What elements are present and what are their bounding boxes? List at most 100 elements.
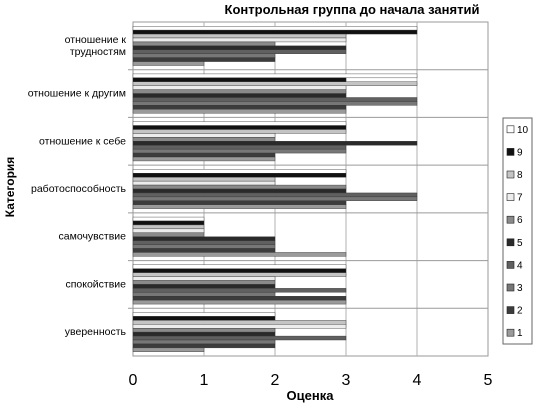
legend-swatch (506, 170, 515, 179)
bar (132, 29, 418, 35)
bar (132, 292, 276, 297)
category-label: отношение к себе (39, 135, 126, 147)
bar (132, 53, 276, 58)
legend-label: 9 (517, 147, 523, 158)
bar (132, 169, 347, 174)
legend-swatch (506, 261, 515, 269)
bar (132, 312, 276, 317)
bar (132, 37, 347, 43)
bar (132, 331, 276, 337)
legend-label: 6 (517, 215, 523, 226)
bar (132, 192, 418, 198)
bar (132, 49, 347, 54)
bar (132, 299, 347, 305)
bar (132, 33, 347, 39)
bar (132, 228, 205, 233)
bar (132, 264, 347, 269)
legend-label: 4 (517, 260, 523, 271)
legend-swatch (506, 238, 515, 247)
bar (132, 248, 276, 253)
bar (132, 236, 276, 241)
bar (132, 26, 418, 31)
category-label: самочувствие (59, 231, 127, 243)
chart-title: Контрольная группа до начала занятий (225, 2, 480, 17)
bar (132, 343, 276, 349)
legend: 10 9 8 7 6 5 4 3 2 1 (502, 117, 533, 345)
bar (132, 204, 347, 209)
bar (132, 93, 347, 98)
bar (132, 180, 276, 186)
bar (132, 220, 205, 226)
bar (132, 61, 205, 66)
bar (132, 73, 418, 79)
category-label: трудностям (70, 46, 126, 58)
legend-label: 7 (517, 193, 523, 204)
bar (132, 177, 276, 182)
bar (132, 45, 347, 50)
legend-label: 1 (517, 328, 523, 339)
y-axis-title: Категория (3, 157, 17, 218)
category-label: отношение к другим (28, 88, 126, 100)
bar (132, 141, 418, 146)
legend-swatch (506, 193, 515, 201)
bar (132, 216, 205, 222)
category-label: работоспособность (31, 183, 127, 195)
bar (132, 133, 276, 138)
bar (132, 184, 347, 190)
bar (132, 156, 276, 162)
bar (132, 81, 418, 86)
bar (132, 328, 276, 333)
x-tick-label: 2 (271, 372, 280, 389)
bar (132, 276, 276, 281)
legend-label: 2 (517, 306, 523, 317)
bar (132, 57, 276, 62)
x-tick-label: 1 (200, 372, 209, 389)
bar (132, 268, 347, 273)
bar (132, 85, 347, 90)
legend-swatch (506, 306, 515, 314)
bar (132, 125, 347, 130)
bar (132, 252, 347, 257)
bar (132, 244, 276, 249)
bar (132, 320, 347, 325)
legend-label: 3 (517, 283, 523, 294)
bar (132, 77, 347, 82)
x-tick-label: 5 (484, 372, 493, 389)
legend-label: 5 (517, 238, 523, 249)
bar (132, 121, 347, 126)
bar (132, 196, 418, 201)
bar (132, 232, 205, 237)
bar (132, 129, 347, 134)
bar (132, 137, 276, 142)
bar (132, 288, 347, 293)
bar (132, 280, 276, 285)
bar (132, 173, 347, 178)
bar (132, 109, 347, 114)
legend-swatch (506, 148, 515, 156)
bar (132, 200, 347, 205)
legend-label: 10 (517, 125, 529, 136)
bar (132, 284, 276, 289)
bar (132, 188, 347, 194)
bar (132, 324, 347, 329)
x-axis-title: Оценка (287, 388, 335, 403)
bar (132, 89, 347, 94)
bar (132, 101, 418, 106)
legend-swatch (506, 283, 515, 292)
legend-swatch (506, 125, 515, 134)
category-label: уверенность (65, 326, 127, 338)
bar (132, 105, 347, 110)
category-label: отношение к (65, 34, 127, 46)
bar (132, 347, 205, 352)
legend-swatch (506, 215, 515, 224)
bar (132, 148, 347, 154)
x-tick-label: 3 (342, 372, 351, 389)
bar (132, 41, 276, 47)
bar (132, 316, 276, 321)
legend-swatch (506, 328, 515, 337)
bar (132, 240, 276, 245)
bar (132, 272, 347, 277)
bar (132, 224, 205, 230)
